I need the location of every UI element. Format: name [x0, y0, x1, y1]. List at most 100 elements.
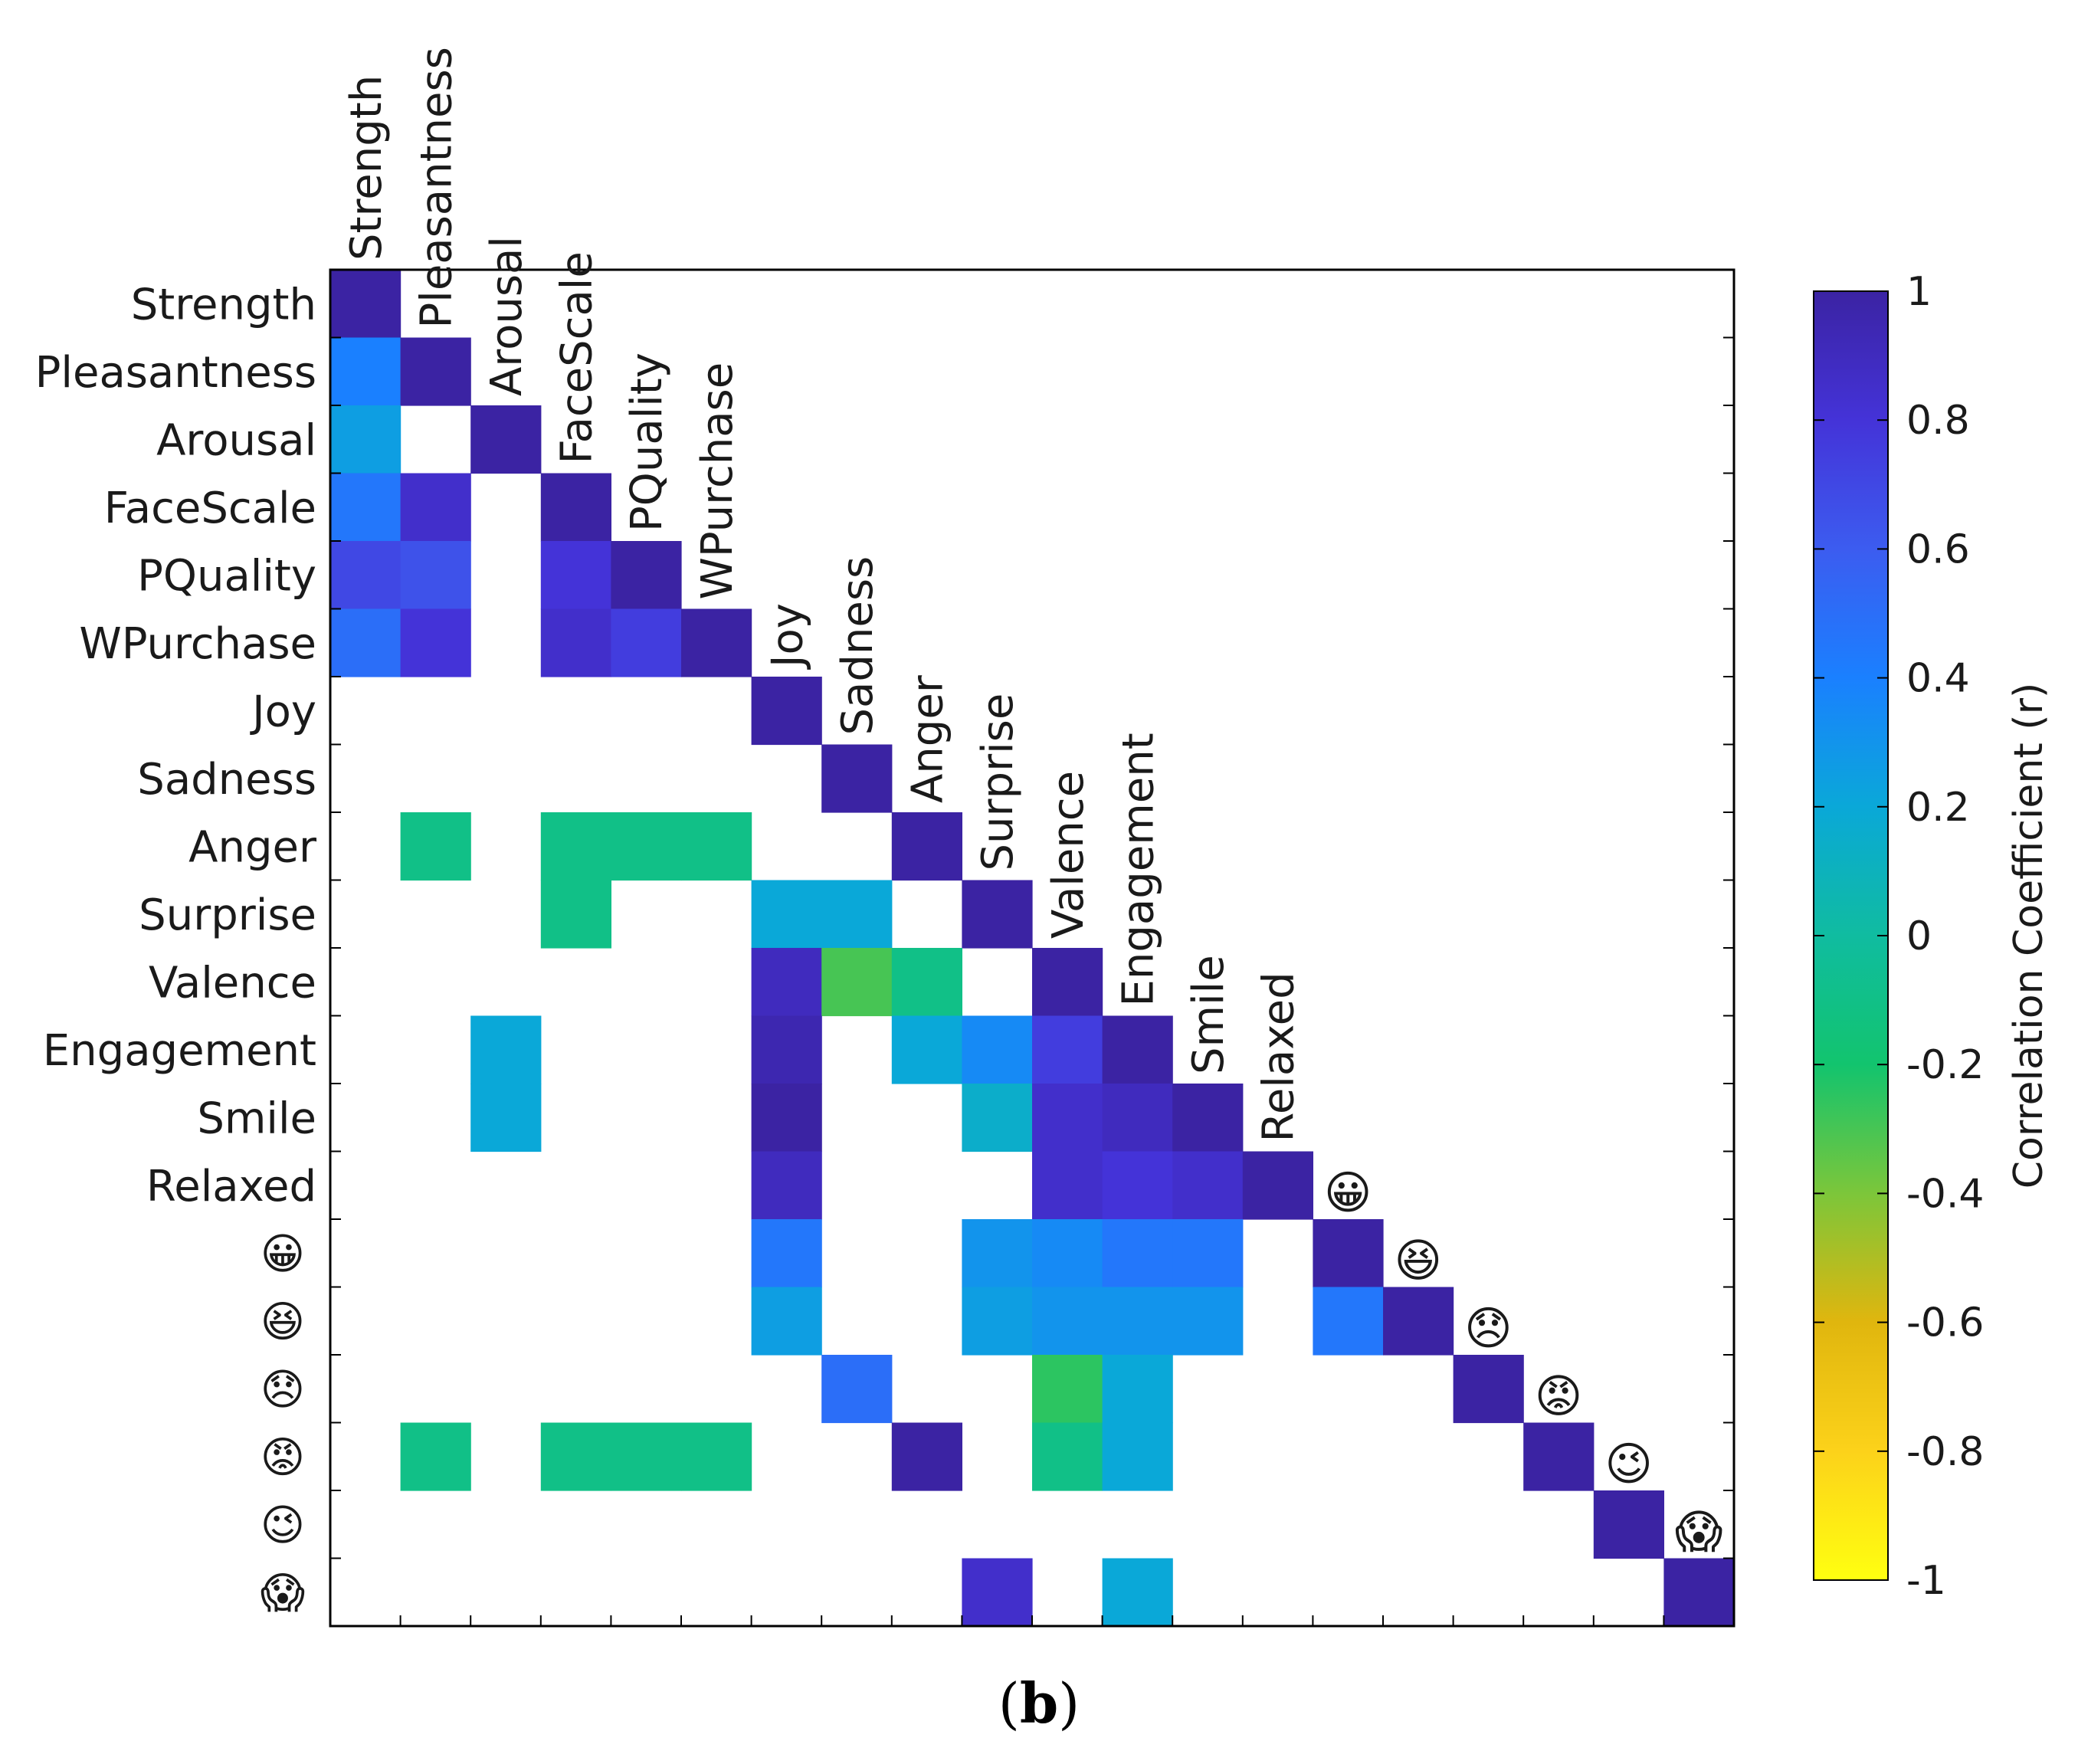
heatmap-cell [400, 337, 471, 406]
heatmap-cell [962, 880, 1033, 949]
diagonal-emoji-label: 😞 [1464, 1302, 1513, 1356]
row-label: Pleasantness [35, 348, 316, 398]
heatmap-cell [1663, 1558, 1735, 1627]
colorbar-tick-label: -1 [1906, 1558, 1946, 1604]
row-label: Sadness [137, 755, 316, 805]
heatmap-cell [1102, 1287, 1173, 1356]
colorbar-tick-label: 0 [1906, 913, 1932, 959]
row-label: 😱 [261, 1569, 305, 1618]
column-labels: Strength Pleasantness Arousal FaceScale PQua… [342, 47, 1304, 1142]
row-label: PQuality [137, 551, 316, 601]
heatmap-cell [962, 1558, 1033, 1627]
heatmap-cell [330, 473, 402, 542]
row-label: Smile [197, 1093, 316, 1143]
heatmap-cell [1383, 1287, 1454, 1356]
diagonal-emoji-labels: 😀 😆 😞 😡 😉 😱 [1324, 1166, 1723, 1559]
heatmap-cell [962, 1015, 1033, 1084]
heatmap-cells [330, 270, 1735, 1627]
heatmap-cell [540, 541, 611, 610]
heatmap-cell [400, 541, 471, 610]
heatmap-cell [1102, 1219, 1173, 1288]
colorbar-tick-label: 0.2 [1906, 785, 1970, 831]
heatmap-cell [821, 948, 893, 1017]
column-label: Surprise [973, 693, 1023, 871]
heatmap-cell [1172, 1219, 1244, 1288]
heatmap-cell [330, 608, 402, 677]
column-label: Arousal [482, 236, 532, 396]
row-label: Arousal [156, 415, 316, 465]
row-label: 😉 [261, 1500, 305, 1550]
heatmap-cell [1313, 1287, 1384, 1356]
column-label: Pleasantness [411, 47, 461, 328]
colorbar-label: Correlation Coefficient (r) [2006, 683, 2052, 1189]
row-label: Engagement [43, 1026, 316, 1076]
caption-letter: b [1019, 1671, 1059, 1736]
row-label: Relaxed [146, 1162, 316, 1212]
diagonal-emoji-label: 😀 [1324, 1166, 1372, 1220]
heatmap-cell [1242, 1151, 1313, 1220]
caption-close: ) [1058, 1671, 1080, 1736]
heatmap-cell [751, 1287, 822, 1356]
heatmap-cell [1172, 1151, 1244, 1220]
column-label: Strength [342, 75, 392, 261]
row-label: 😆 [261, 1297, 305, 1347]
heatmap-cell [1172, 1084, 1244, 1153]
heatmap-cell [751, 948, 822, 1017]
heatmap-cell [1102, 1151, 1173, 1220]
heatmap-cell [1032, 1219, 1103, 1288]
heatmap-cell [1453, 1355, 1524, 1424]
heatmap-cell [470, 1084, 542, 1153]
column-label: Anger [903, 674, 953, 803]
heatmap-cell [1032, 1151, 1103, 1220]
colorbar-gradient [1813, 290, 1889, 1581]
row-label: 😀 [261, 1229, 305, 1279]
column-label: WPurchase [693, 362, 742, 600]
heatmap-cell [1032, 1015, 1103, 1084]
row-label: Surprise [139, 890, 316, 940]
heatmap-cell [540, 1422, 611, 1491]
row-label: 😡 [261, 1433, 305, 1483]
row-label: 😞 [261, 1365, 305, 1415]
row-label: WPurchase [79, 619, 316, 669]
heatmap-cell [540, 473, 611, 542]
row-label: Joy [250, 687, 316, 736]
heatmap-cell [1102, 1015, 1173, 1084]
heatmap-cell [400, 1422, 471, 1491]
heatmap-cell [681, 608, 752, 677]
heatmap-cell [751, 880, 822, 949]
heatmap-cell [891, 1422, 962, 1491]
heatmap-cell [611, 608, 682, 677]
colorbar-tick-label: 0.8 [1906, 398, 1970, 444]
heatmap-cell [891, 1015, 962, 1084]
row-label: Strength [131, 280, 316, 330]
heatmap-cell [891, 812, 962, 881]
caption-open: ( [998, 1671, 1020, 1736]
colorbar-tick-label: -0.8 [1906, 1429, 1984, 1475]
colorbar-tick-label: -0.6 [1906, 1300, 1984, 1346]
colorbar: 1 0.8 0.6 0.4 0.2 0 -0.2 -0.4 -0.6 -0.8 -1 Correla… [1813, 269, 2052, 1604]
heatmap-cell [611, 541, 682, 610]
diagonal-emoji-label: 😉 [1604, 1438, 1653, 1491]
heatmap-cell [540, 880, 611, 949]
heatmap-cell [1032, 1287, 1103, 1356]
colorbar-ticks: 1 0.8 0.6 0.4 0.2 0 -0.2 -0.4 -0.6 -0.8 -1 [1814, 269, 1984, 1604]
colorbar-tick-label: -0.4 [1906, 1171, 1984, 1217]
heatmap-cell [962, 1084, 1033, 1153]
row-labels: Strength Pleasantness Arousal FaceScale PQua… [35, 280, 317, 1618]
heatmap-cell [540, 812, 611, 881]
heatmap-cell [1102, 1084, 1173, 1153]
heatmap-cell [1102, 1355, 1173, 1424]
heatmap-cell [821, 880, 893, 949]
heatmap-cell [1032, 1084, 1103, 1153]
heatmap-cell [751, 1084, 822, 1153]
heatmap-cell [891, 948, 962, 1017]
heatmap-cell [400, 812, 471, 881]
heatmap-cell [1593, 1490, 1664, 1559]
heatmap-cell [751, 1219, 822, 1288]
axis-ticks [330, 336, 1734, 1626]
heatmap-cell [330, 405, 402, 474]
heatmap-cell [681, 812, 752, 881]
column-label: Joy [762, 603, 812, 670]
heatmap-cell [1032, 1422, 1103, 1491]
